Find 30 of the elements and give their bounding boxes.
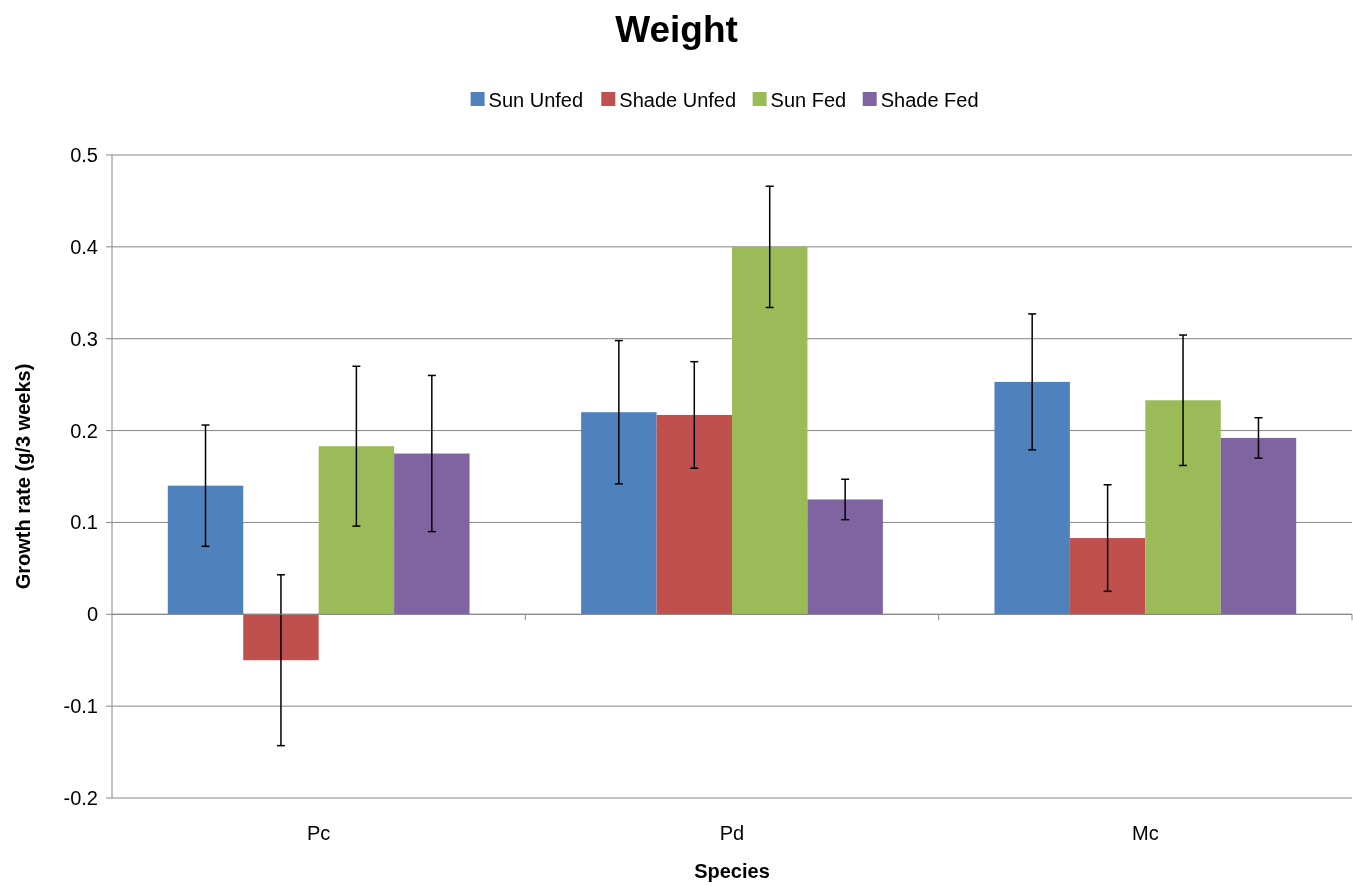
bar — [807, 499, 883, 615]
legend-label: Sun Unfed — [488, 89, 584, 111]
legend-label: Shade Fed — [880, 89, 979, 111]
y-tick-label: 0.5 — [70, 144, 98, 166]
y-axis-title: Growth rate (g/3 weeks) — [12, 363, 34, 590]
y-tick-label: 0.2 — [70, 419, 98, 442]
y-tick-label: 0.1 — [70, 511, 98, 534]
bar — [1069, 538, 1146, 615]
bar — [1145, 400, 1221, 615]
x-tick-label: Mc — [1132, 822, 1159, 844]
bar — [1220, 437, 1297, 615]
chart-title: Weight — [615, 9, 738, 50]
y-tick-label: 0.4 — [70, 235, 98, 258]
bar — [318, 446, 395, 615]
bar — [581, 412, 657, 615]
legend-label: Sun Fed — [770, 89, 847, 111]
x-tick-label: Pc — [306, 822, 331, 844]
y-tick-label: -0.1 — [63, 695, 98, 718]
bar — [732, 246, 808, 615]
legend-label: Shade Unfed — [619, 89, 737, 111]
bar — [394, 453, 470, 615]
y-tick-label: -0.2 — [63, 787, 98, 809]
y-tick-label: 0.3 — [70, 327, 98, 350]
bar — [167, 485, 244, 615]
y-tick-label: 0 — [86, 603, 98, 626]
bar — [243, 614, 319, 661]
bar — [656, 414, 732, 615]
bar — [994, 381, 1070, 615]
x-axis-title: Species — [694, 860, 770, 882]
x-tick-label: Pd — [719, 822, 745, 844]
